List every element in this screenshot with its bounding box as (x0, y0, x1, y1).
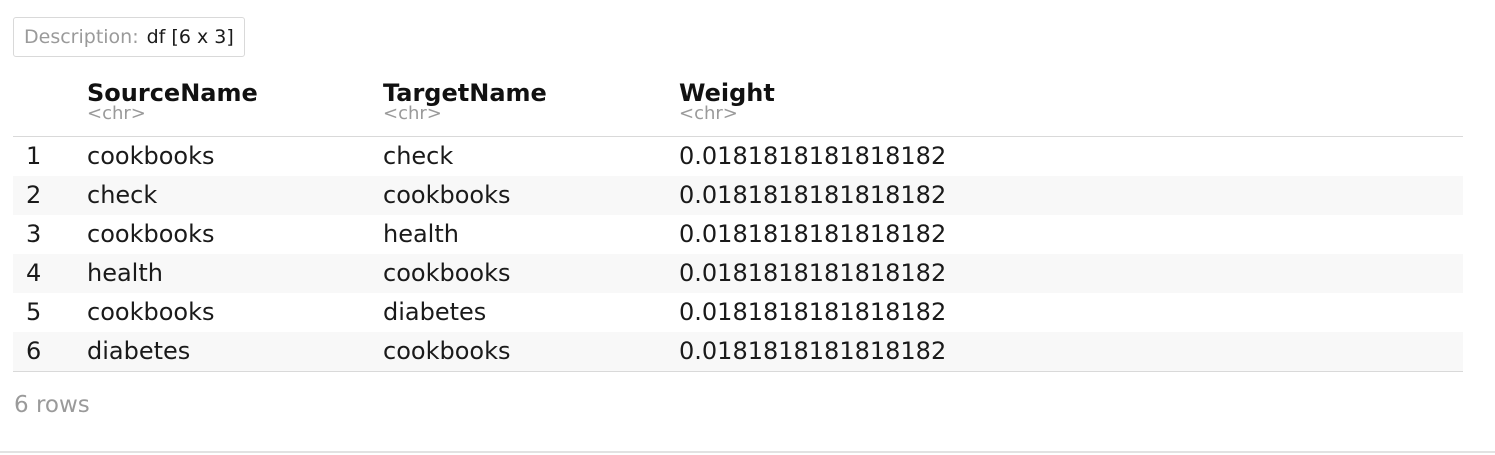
cell-sourcename: cookbooks (87, 220, 215, 248)
column-name: Weight (679, 79, 775, 107)
cell-weight: 0.0181818181818182 (679, 298, 947, 326)
column-type: <chr> (87, 103, 146, 124)
cell-sourcename: check (87, 181, 158, 209)
column-header-targetname[interactable]: TargetName <chr> (383, 78, 547, 123)
column-name: SourceName (87, 79, 258, 107)
cell-targetname: check (383, 142, 454, 170)
table-header: SourceName <chr> TargetName <chr> Weight… (13, 78, 1463, 137)
cell-sourcename: health (87, 259, 163, 287)
column-name: TargetName (383, 79, 547, 107)
cell-sourcename: cookbooks (87, 142, 215, 170)
table-row: 6 diabetes cookbooks 0.0181818181818182 (13, 332, 1463, 371)
row-index: 6 (26, 337, 42, 365)
row-index: 1 (26, 142, 42, 170)
row-index: 5 (26, 298, 42, 326)
cell-targetname: cookbooks (383, 337, 511, 365)
row-index: 3 (26, 220, 42, 248)
row-count: 6 rows (14, 392, 90, 418)
table-row: 5 cookbooks diabetes 0.0181818181818182 (13, 293, 1463, 332)
cell-weight: 0.0181818181818182 (679, 259, 947, 287)
data-table: SourceName <chr> TargetName <chr> Weight… (13, 78, 1463, 372)
column-type: <chr> (679, 103, 738, 124)
cell-weight: 0.0181818181818182 (679, 181, 947, 209)
cell-sourcename: cookbooks (87, 298, 215, 326)
cell-weight: 0.0181818181818182 (679, 337, 947, 365)
cell-targetname: cookbooks (383, 259, 511, 287)
table-row: 4 health cookbooks 0.0181818181818182 (13, 254, 1463, 293)
table-row: 2 check cookbooks 0.0181818181818182 (13, 176, 1463, 215)
description-box: Description: df [6 x 3] (13, 17, 245, 57)
column-type: <chr> (383, 103, 442, 124)
row-index: 2 (26, 181, 42, 209)
column-header-weight[interactable]: Weight <chr> (679, 78, 775, 123)
description-label: Description: (24, 26, 139, 48)
cell-weight: 0.0181818181818182 (679, 220, 947, 248)
cell-weight: 0.0181818181818182 (679, 142, 947, 170)
table-bottom-divider (13, 371, 1463, 372)
description-value: df [6 x 3] (146, 26, 234, 48)
cell-targetname: health (383, 220, 459, 248)
cell-sourcename: diabetes (87, 337, 191, 365)
table-row: 1 cookbooks check 0.0181818181818182 (13, 137, 1463, 176)
cell-targetname: cookbooks (383, 181, 511, 209)
table-row: 3 cookbooks health 0.0181818181818182 (13, 215, 1463, 254)
row-index: 4 (26, 259, 42, 287)
column-header-sourcename[interactable]: SourceName <chr> (87, 78, 258, 123)
bottom-divider (0, 451, 1495, 453)
cell-targetname: diabetes (383, 298, 487, 326)
